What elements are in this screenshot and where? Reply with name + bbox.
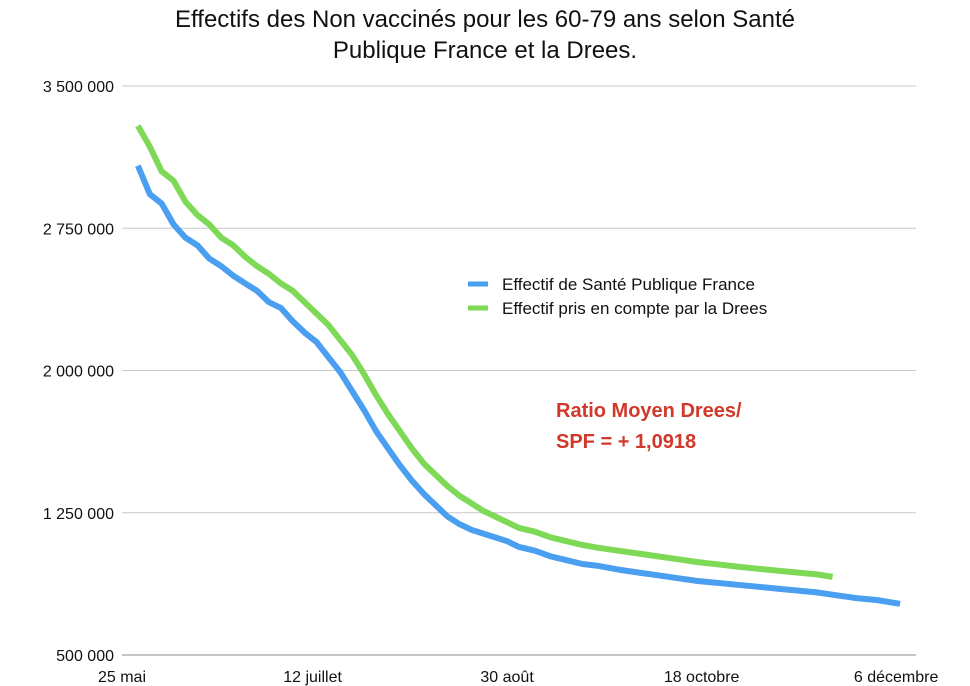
y-tick-label: 2 000 000 bbox=[43, 364, 114, 381]
x-tick-label: 6 décembre bbox=[854, 669, 939, 686]
annotation-line-2: SPF = + 1,0918 bbox=[556, 431, 697, 453]
chart-title-line-1: Effectifs des Non vaccinés pour les 60-7… bbox=[175, 6, 795, 33]
y-tick-label: 500 000 bbox=[56, 648, 114, 665]
legend-label: Effectif de Santé Publique France bbox=[502, 275, 755, 294]
x-tick-label: 25 mai bbox=[98, 669, 146, 686]
series-line-spf bbox=[135, 164, 901, 607]
x-tick-label: 18 octobre bbox=[664, 669, 740, 686]
annotation-line-1: Ratio Moyen Drees/ bbox=[556, 400, 742, 422]
y-tick-label: 1 250 000 bbox=[43, 506, 114, 523]
chart-title-line-2: Publique France et la Drees. bbox=[332, 37, 638, 64]
x-tick-label: 30 août bbox=[480, 669, 534, 686]
ratio-annotation: Ratio Moyen Drees/ SPF = + 1,0918 bbox=[556, 396, 742, 458]
series-line-drees bbox=[135, 124, 834, 580]
y-tick-label: 3 500 000 bbox=[43, 79, 114, 96]
chart-title: Effectifs des Non vaccinés pour les 60-7… bbox=[0, 4, 970, 66]
x-tick-label: 12 juillet bbox=[283, 669, 342, 686]
chart-legend: Effectif de Santé Publique France Effecti… bbox=[468, 275, 767, 318]
y-tick-label: 2 750 000 bbox=[43, 221, 114, 238]
legend-label: Effectif pris en compte par la Drees bbox=[502, 299, 767, 318]
